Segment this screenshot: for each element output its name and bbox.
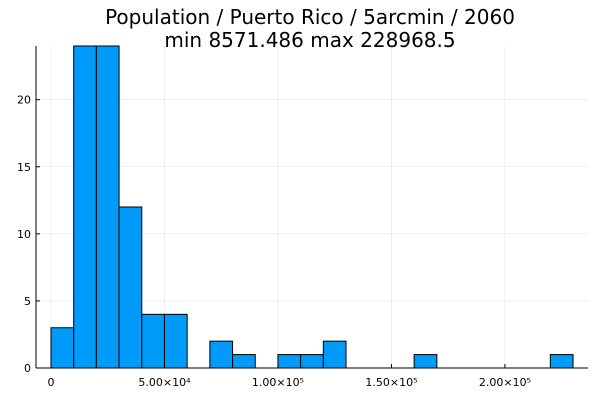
chart-title-line2: min 8571.486 max 228968.5 xyxy=(164,28,455,52)
x-tick-label-2: 1.00×10⁵ xyxy=(252,376,304,389)
chart-title-line1: Population / Puerto Rico / 5arcmin / 206… xyxy=(105,5,515,29)
y-tick-label-1: 5 xyxy=(24,295,31,308)
histogram-bar-4 xyxy=(141,313,165,369)
histogram-bar-8 xyxy=(277,354,302,369)
x-tick-label-0: 0 xyxy=(47,376,54,389)
histogram-bar-11 xyxy=(413,354,438,369)
y-tick-label-0: 0 xyxy=(24,362,31,375)
y-tick-label-2: 10 xyxy=(17,228,31,241)
tick-labels: 0 5.00×10⁴ 1.00×10⁵ 1.50×10⁵ 2.00×10⁵ 0 5 10 15 2… xyxy=(17,94,531,389)
x-tick-label-3: 1.50×10⁵ xyxy=(365,376,417,389)
histogram-bar-2 xyxy=(95,45,120,369)
histogram-bar-0 xyxy=(50,327,75,369)
y-tick-label-4: 20 xyxy=(17,94,31,107)
histogram-bar-9 xyxy=(300,354,324,369)
histogram-bar-12 xyxy=(549,354,574,369)
histogram-bar-5 xyxy=(163,313,188,369)
x-tick-label-4: 2.00×10⁵ xyxy=(479,376,531,389)
y-tick-label-3: 15 xyxy=(17,161,31,174)
bars xyxy=(50,45,574,369)
histogram-bar-3 xyxy=(118,206,143,369)
histogram-bar-1 xyxy=(73,45,97,369)
x-tick-label-1: 5.00×10⁴ xyxy=(138,376,191,389)
histogram-bar-7 xyxy=(232,354,256,369)
histogram-bar-6 xyxy=(209,340,234,369)
histogram-bar-10 xyxy=(322,340,347,369)
axes xyxy=(35,46,588,369)
